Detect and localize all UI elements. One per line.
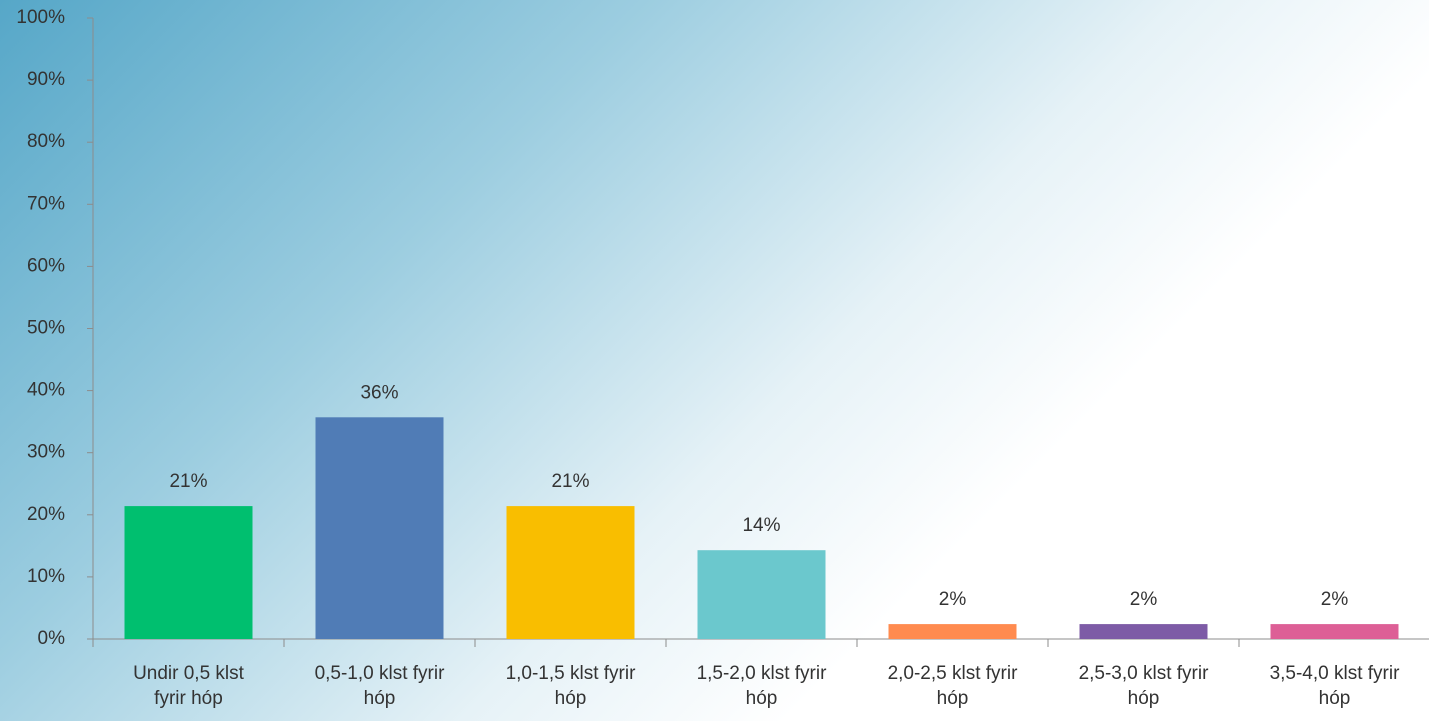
bar (1079, 624, 1208, 639)
y-tick-label: 70% (27, 193, 65, 214)
y-tick-label: 90% (27, 69, 65, 90)
value-label: 2% (939, 589, 967, 610)
y-tick-label: 0% (38, 628, 66, 649)
x-tick-label: 3,5-4,0 klst fyrir hóp (1269, 663, 1400, 709)
x-tick-label: 0,5-1,0 klst fyrir hóp (314, 663, 445, 709)
value-label: 21% (551, 471, 589, 492)
y-tick-label: 30% (27, 442, 65, 463)
x-tick-label: 2,5-3,0 klst fyrir hóp (1078, 663, 1209, 709)
bar (124, 506, 253, 639)
value-label: 2% (1130, 589, 1158, 610)
bar (888, 624, 1017, 639)
y-tick-label: 40% (27, 380, 65, 401)
x-tick-label: Undir 0,5 klst fyrir hóp (133, 663, 244, 709)
y-tick-label: 10% (27, 566, 65, 587)
value-label: 36% (360, 382, 398, 403)
bar (506, 506, 635, 639)
y-tick-label: 100% (16, 7, 65, 28)
bar (697, 550, 826, 639)
x-tick-label: 1,5-2,0 klst fyrir hóp (696, 663, 827, 709)
bar (1270, 624, 1399, 639)
y-tick-label: 80% (27, 131, 65, 152)
value-label: 2% (1321, 589, 1349, 610)
value-label: 21% (169, 471, 207, 492)
y-tick-label: 60% (27, 255, 65, 276)
x-tick-label: 2,0-2,5 klst fyrir hóp (887, 663, 1018, 709)
value-label: 14% (742, 515, 780, 536)
y-tick-label: 20% (27, 504, 65, 525)
bar (315, 417, 444, 639)
x-tick-label: 1,0-1,5 klst fyrir hóp (505, 663, 636, 709)
y-tick-label: 50% (27, 318, 65, 339)
